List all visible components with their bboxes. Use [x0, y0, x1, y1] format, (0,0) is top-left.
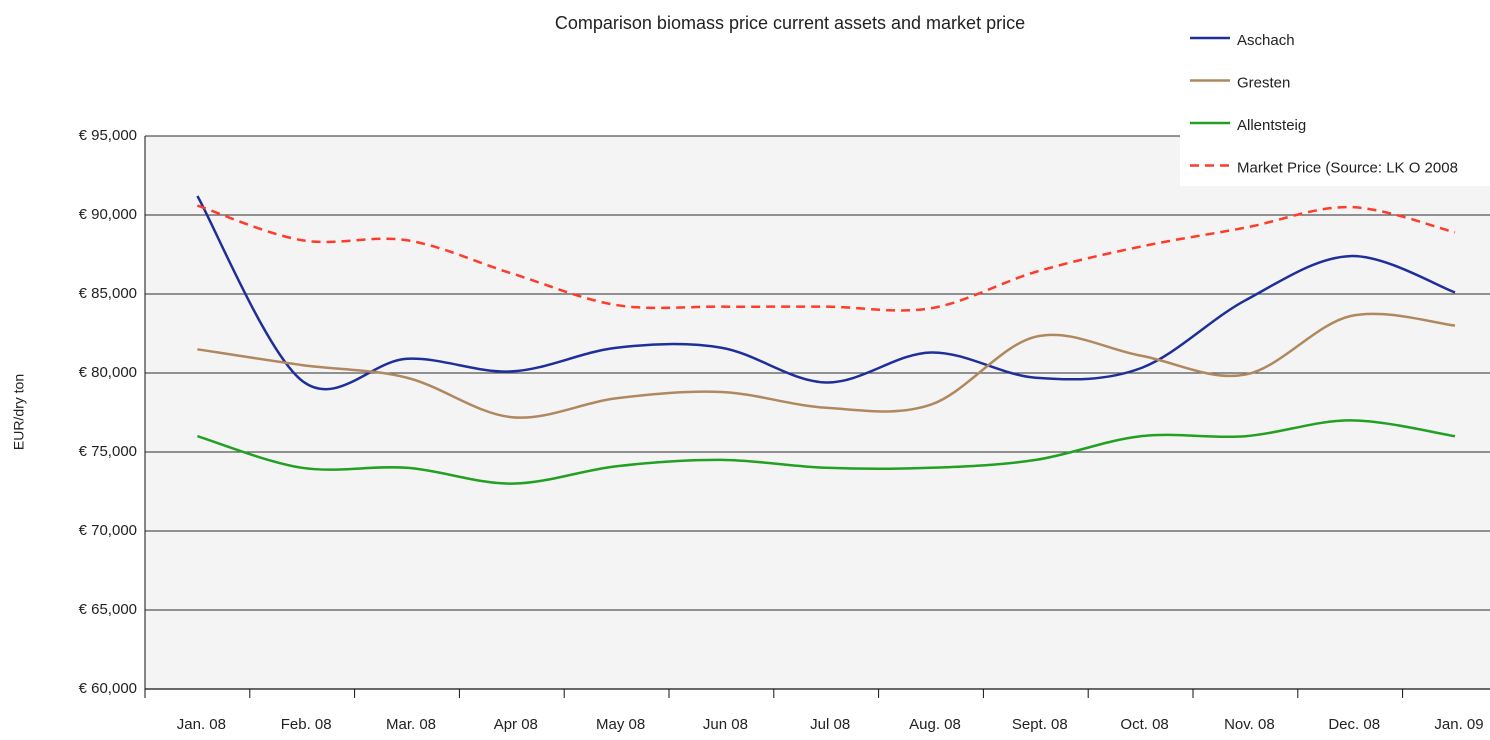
x-tick-label: Sept. 08 — [1012, 716, 1068, 733]
series-line — [197, 419, 1456, 485]
x-tick-label: Jan. 08 — [177, 716, 226, 733]
x-tick-label: May 08 — [596, 716, 645, 733]
x-tick-label: Aug. 08 — [909, 716, 961, 733]
y-tick-label: € 80,000 — [79, 364, 137, 381]
legend-label: Market Price (Source: LK O 2008 — [1237, 159, 1458, 176]
x-tick-label: Jul 08 — [810, 716, 850, 733]
y-tick-label: € 90,000 — [79, 206, 137, 223]
series-line — [197, 312, 1456, 419]
y-tick-label: € 60,000 — [79, 680, 137, 697]
y-tick-label: € 70,000 — [79, 522, 137, 539]
legend-label: Allentsteig — [1237, 117, 1306, 134]
legend-box — [1180, 16, 1490, 186]
series-line — [196, 195, 1456, 391]
x-tick-label: Jun 08 — [703, 716, 748, 733]
chart-title: Comparison biomass price current assets … — [555, 13, 1025, 33]
y-tick-label: € 75,000 — [79, 443, 137, 460]
legend-label: Gresten — [1237, 74, 1290, 91]
series-line — [197, 204, 1456, 312]
x-tick-label: Nov. 08 — [1224, 716, 1275, 733]
legend-label: Aschach — [1237, 32, 1295, 49]
y-axis-label: EUR/dry ton — [11, 374, 27, 450]
y-tick-label: € 65,000 — [79, 601, 137, 618]
plot-area — [145, 136, 1490, 689]
y-tick-label: € 95,000 — [79, 127, 137, 144]
x-tick-label: Oct. 08 — [1120, 716, 1168, 733]
x-tick-label: Mar. 08 — [386, 716, 436, 733]
x-tick-label: Feb. 08 — [281, 716, 332, 733]
y-tick-label: € 85,000 — [79, 285, 137, 302]
x-tick-label: Apr 08 — [494, 716, 538, 733]
x-tick-label: Dec. 08 — [1328, 716, 1380, 733]
x-tick-label: Jan. 09 — [1434, 716, 1483, 733]
